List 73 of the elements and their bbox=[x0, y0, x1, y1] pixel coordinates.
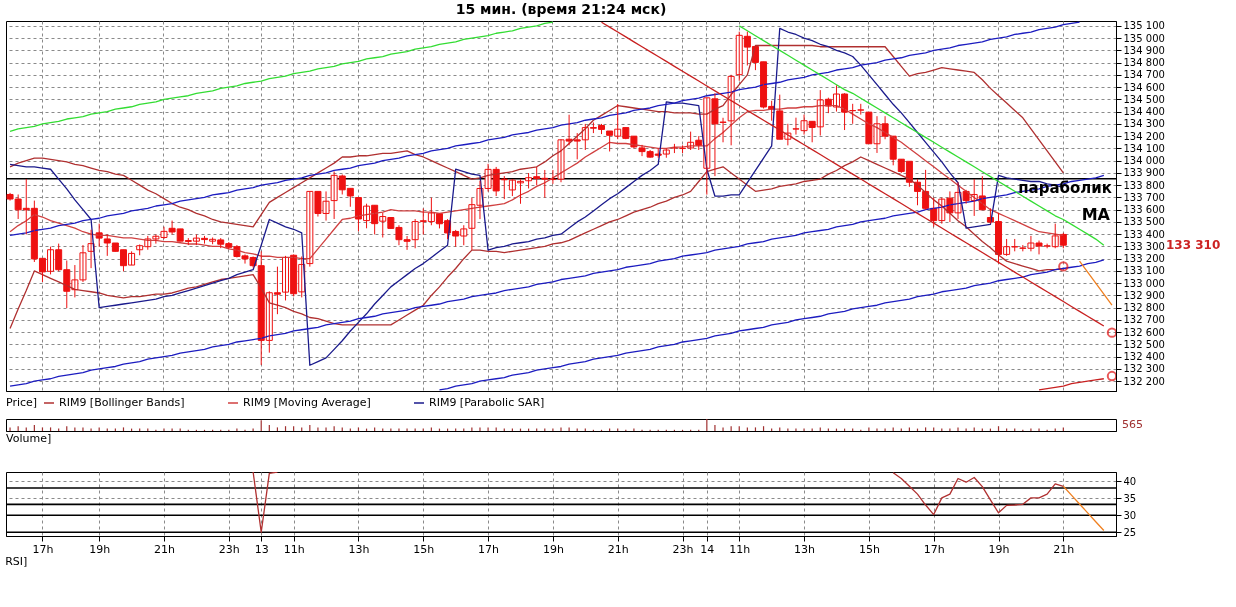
y-tick-label: 134 100 bbox=[1123, 142, 1165, 154]
x-tick-label: 23h bbox=[672, 542, 694, 556]
y-tick-label: 132 200 bbox=[1123, 375, 1165, 387]
line-series bbox=[1078, 260, 1113, 306]
legend-label: RIM9 [Bollinger Bands] bbox=[59, 396, 185, 409]
x-tick-label: 15h bbox=[858, 542, 880, 556]
y-tick-label: 132 600 bbox=[1123, 326, 1165, 338]
x-tick-label: 17h bbox=[478, 542, 500, 556]
y-tick-label: 133 200 bbox=[1123, 253, 1165, 265]
y-tick-label: 132 500 bbox=[1123, 338, 1165, 350]
annotation: параболик bbox=[1018, 179, 1112, 198]
text: 133 310 bbox=[1166, 238, 1221, 253]
line-series bbox=[1062, 485, 1105, 532]
line-series bbox=[438, 259, 1105, 391]
x-tick-label: 17h bbox=[32, 542, 54, 556]
x-tick-label: 15h bbox=[413, 542, 435, 556]
y-tick-label: 134 900 bbox=[1123, 44, 1165, 56]
y-tick-label: 134 200 bbox=[1123, 130, 1165, 142]
x-tick-label: 19h bbox=[988, 542, 1010, 556]
text: 565 bbox=[1122, 418, 1143, 431]
y-tick-label: 134 600 bbox=[1123, 81, 1165, 93]
chart-title: 15 мин. (время 21:24 мск) bbox=[455, 0, 667, 17]
y-tick-label: 133 000 bbox=[1123, 277, 1165, 289]
y-tick-label: 135 100 bbox=[1123, 20, 1165, 32]
x-tick-label: 17h bbox=[923, 542, 945, 556]
y-tick-label: 134 800 bbox=[1123, 57, 1165, 69]
x-tick-label: 21h bbox=[154, 542, 176, 556]
legend-label: RIM9 [Moving Average] bbox=[243, 396, 371, 409]
y-tick-label: 133 400 bbox=[1123, 228, 1165, 240]
annotation: МА bbox=[1081, 205, 1111, 225]
y-tick-label: 132 400 bbox=[1123, 351, 1165, 363]
line-series bbox=[892, 472, 1064, 516]
y-tick-label: 133 100 bbox=[1123, 265, 1165, 277]
y-tick-label: 134 500 bbox=[1123, 93, 1165, 105]
y-tick-label: 133 500 bbox=[1123, 216, 1165, 228]
y-tick-label: 133 600 bbox=[1123, 204, 1165, 216]
y-tick-label: 25 bbox=[1123, 526, 1137, 538]
x-tick-label: 21h bbox=[1053, 542, 1075, 556]
y-tick-label: 132 900 bbox=[1123, 289, 1165, 301]
x-tick-label: 21h bbox=[607, 542, 629, 556]
y-tick-label: 35 bbox=[1123, 492, 1137, 504]
x-tick-label: 11h bbox=[729, 542, 751, 556]
line-series bbox=[9, 21, 554, 132]
x-tick-label: 14 bbox=[700, 542, 715, 556]
y-tick-label: 132 800 bbox=[1123, 302, 1165, 314]
y-tick-label: 133 300 bbox=[1123, 240, 1165, 252]
x-tick-label: 13 bbox=[254, 542, 269, 556]
y-tick-label: 30 bbox=[1123, 509, 1137, 521]
y-tick-label: 134 300 bbox=[1123, 118, 1165, 130]
text: Volume] bbox=[6, 432, 52, 445]
text: RSI] bbox=[5, 555, 28, 568]
x-tick-label: 11h bbox=[283, 542, 305, 556]
y-tick-label: 133 900 bbox=[1123, 167, 1165, 179]
y-tick-label: 134 400 bbox=[1123, 106, 1165, 118]
y-tick-label: 134 700 bbox=[1123, 69, 1165, 81]
y-tick-label: 133 800 bbox=[1123, 179, 1165, 191]
y-tick-label: 133 700 bbox=[1123, 191, 1165, 203]
point bbox=[1058, 261, 1069, 272]
legend-title: Price] bbox=[6, 396, 38, 409]
x-tick-label: 19h bbox=[542, 542, 564, 556]
y-tick-label: 134 000 bbox=[1123, 155, 1165, 167]
x-tick-label: 13h bbox=[794, 542, 816, 556]
line-series bbox=[1038, 378, 1105, 391]
point bbox=[1106, 370, 1116, 382]
y-tick-label: 132 700 bbox=[1123, 314, 1165, 326]
legend-label: RIM9 [Parabolic SAR] bbox=[429, 396, 545, 409]
x-tick-label: 19h bbox=[89, 542, 111, 556]
y-tick-label: 132 300 bbox=[1123, 363, 1165, 375]
x-tick-label: 13h bbox=[348, 542, 370, 556]
point bbox=[1106, 327, 1116, 338]
x-tick-label: 23h bbox=[218, 542, 240, 556]
y-tick-label: 40 bbox=[1123, 475, 1137, 487]
y-tick-label: 135 000 bbox=[1123, 32, 1165, 44]
